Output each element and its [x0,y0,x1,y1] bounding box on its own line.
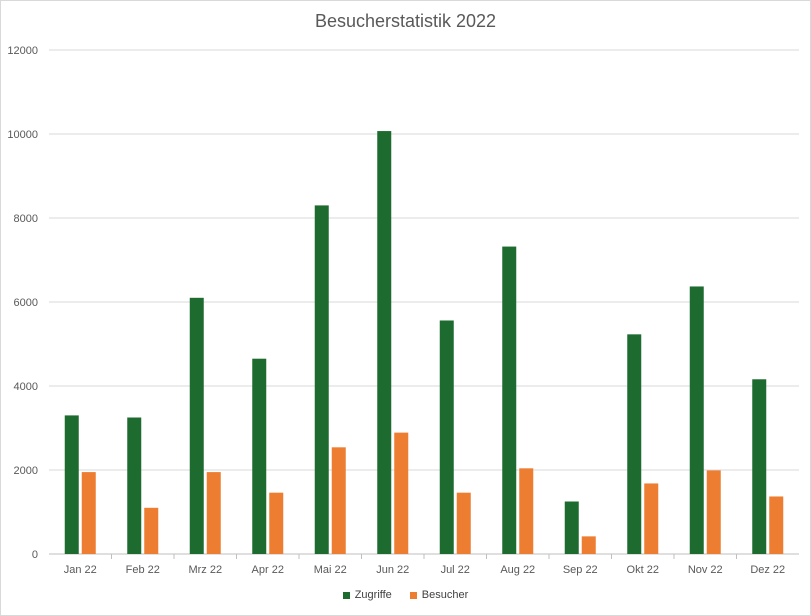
bar-besucher [706,470,721,554]
bar-zugriffe [252,358,267,554]
x-tick-label: Apr 22 [252,564,284,576]
bar-zugriffe [377,131,392,554]
bar-besucher [581,536,596,554]
bar-besucher [644,483,659,554]
bar-besucher [206,472,221,554]
chart-title: Besucherstatistik 2022 [314,11,497,31]
bar-zugriffe [564,501,579,554]
bar-zugriffe [502,246,517,554]
bar-besucher [456,492,471,554]
bar-zugriffe [439,320,454,554]
bar-besucher [519,468,534,554]
legend-label: Zugriffe [354,589,392,601]
x-tick-label: Okt 22 [627,564,659,576]
x-tick-label: Jul 22 [441,564,470,576]
x-tick-label: Jun 22 [376,564,409,576]
x-tick-label: Nov 22 [688,564,723,576]
bar-zugriffe [127,417,142,554]
bar-besucher [394,432,409,554]
y-tick-label: 10000 [7,129,38,141]
y-tick-label: 8000 [14,213,38,225]
y-tick-label: 6000 [14,297,38,309]
chart-legend: Zugriffe Besucher [1,589,810,601]
x-tick-label: Mai 22 [314,564,347,576]
legend-swatch [342,591,350,599]
y-tick-label: 0 [32,549,38,561]
legend-item-zugriffe: Zugriffe [342,589,392,601]
bar-zugriffe [752,379,767,554]
x-tick-label: Feb 22 [126,564,160,576]
bar-zugriffe [189,297,204,554]
bar-besucher [144,507,159,554]
bar-zugriffe [689,286,704,554]
bar-besucher [331,447,346,554]
x-tick-label: Mrz 22 [188,564,222,576]
y-tick-label: 2000 [14,465,38,477]
y-tick-label: 4000 [14,381,38,393]
x-tick-label: Dez 22 [750,564,785,576]
bar-besucher [81,472,96,554]
bar-besucher [269,492,284,554]
bar-zugriffe [314,205,329,554]
y-tick-label: 12000 [7,45,38,57]
bar-besucher [769,496,784,554]
legend-label: Besucher [421,589,469,601]
bar-zugriffe [627,334,642,554]
legend-swatch [409,591,417,599]
x-tick-label: Jan 22 [64,564,97,576]
x-tick-label: Sep 22 [563,564,598,576]
x-tick-label: Aug 22 [500,564,535,576]
legend-item-besucher: Besucher [409,589,469,601]
bar-zugriffe [64,415,79,554]
